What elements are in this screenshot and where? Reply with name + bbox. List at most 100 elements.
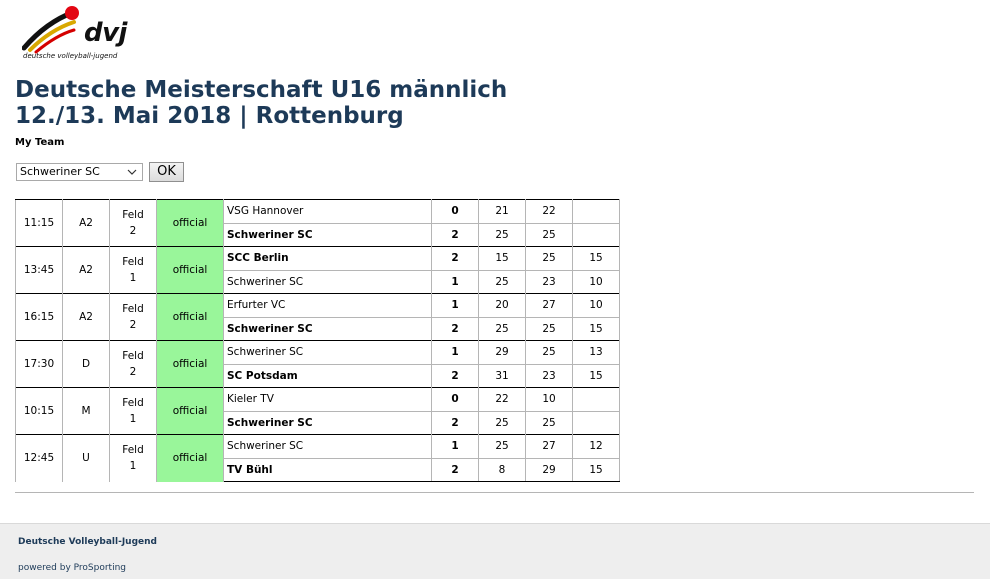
- set-score: 27: [525, 293, 573, 317]
- sets-won: 1: [431, 434, 479, 458]
- match-row: Schweriner SC 1 25 23 10: [16, 269, 620, 294]
- team-name: Schweriner SC: [223, 410, 432, 435]
- match-round: D: [62, 340, 110, 388]
- footer: Deutsche Volleyball-Jugend powered by Pr…: [0, 523, 990, 579]
- logo-wordmark: dvj: [84, 18, 127, 48]
- field-label: Feld: [122, 444, 144, 457]
- my-team-label: My Team: [15, 137, 65, 148]
- field-number: 1: [129, 413, 137, 425]
- sets-won: 1: [431, 269, 479, 294]
- chevron-down-icon: [127, 169, 137, 175]
- set-score: 31: [478, 363, 526, 388]
- footer-powered-by[interactable]: powered by ProSporting: [18, 563, 126, 573]
- team-name: Kieler TV: [223, 387, 432, 411]
- team-name: Erfurter VC: [223, 293, 432, 317]
- match-row: 17:30 D Feld 2 official Schweriner SC 1 29 25 13: [15, 340, 620, 388]
- match-row: TV Bühl 2 8 29 15: [16, 457, 620, 482]
- set-score: 25: [478, 434, 526, 458]
- match-row: Schweriner SC 2 25 25: [16, 410, 620, 435]
- set-score: 27: [525, 434, 573, 458]
- divider: [15, 492, 974, 493]
- team-name: Schweriner SC: [223, 340, 432, 364]
- status-badge: official: [156, 199, 224, 247]
- dvj-logo[interactable]: dvj deutsche volleyball-jugend: [21, 4, 132, 62]
- sets-won: 2: [431, 457, 479, 482]
- logo-subtitle: deutsche volleyball-jugend: [23, 52, 118, 60]
- field-number: 1: [129, 272, 137, 284]
- sets-won: 2: [431, 410, 479, 435]
- sets-won: 2: [431, 222, 479, 247]
- set-score: [572, 410, 620, 435]
- match-time: 11:15: [15, 199, 63, 247]
- match-row: 11:15 A2 Feld 2 official VSG Hannover 0 21 22: [15, 199, 620, 247]
- status-badge: official: [156, 293, 224, 341]
- match-row: 12:45 U Feld 1 official Schweriner SC 1 25 27 12: [15, 434, 620, 482]
- status-badge: official: [156, 434, 224, 482]
- team-name: TV Bühl: [223, 457, 432, 482]
- match-field: Feld 2: [109, 293, 157, 341]
- set-score: 20: [478, 293, 526, 317]
- match-round: A2: [62, 246, 110, 294]
- match-time: 10:15: [15, 387, 63, 435]
- set-score: 22: [525, 199, 573, 223]
- status-badge: official: [156, 387, 224, 435]
- team-select[interactable]: Schweriner SC: [16, 163, 143, 181]
- team-select-value: Schweriner SC: [20, 165, 100, 178]
- page-title: Deutsche Meisterschaft U16 männlich: [15, 77, 508, 103]
- set-score: 10: [525, 387, 573, 411]
- status-badge: official: [156, 246, 224, 294]
- field-label: Feld: [122, 209, 144, 221]
- set-score: [572, 387, 620, 411]
- match-row: Schweriner SC 2 25 25 15: [16, 316, 620, 341]
- field-label: Feld: [122, 397, 144, 409]
- field-label: Feld: [122, 303, 144, 315]
- match-round: A2: [62, 293, 110, 341]
- match-time: 17:30: [15, 340, 63, 388]
- set-score: 25: [478, 269, 526, 294]
- set-score: 8: [478, 457, 526, 482]
- match-round: A2: [62, 199, 110, 247]
- match-time: 12:45: [15, 434, 63, 482]
- team-name: Schweriner SC: [223, 434, 432, 458]
- volleyball-logo-icon: [21, 6, 79, 54]
- sets-won: 2: [431, 316, 479, 341]
- team-name: VSG Hannover: [223, 199, 432, 223]
- match-time: 16:15: [15, 293, 63, 341]
- set-score: 25: [525, 222, 573, 247]
- ok-button[interactable]: OK: [149, 162, 184, 182]
- set-score: 23: [525, 269, 573, 294]
- match-field: Feld 1: [109, 387, 157, 435]
- set-score: 23: [525, 363, 573, 388]
- match-row: SC Potsdam 2 31 23 15: [16, 363, 620, 388]
- field-label: Feld: [122, 256, 144, 268]
- set-score: 15: [572, 363, 620, 388]
- match-time: 13:45: [15, 246, 63, 294]
- set-score: 25: [525, 340, 573, 364]
- field-number: 1: [129, 460, 137, 473]
- field-label: Feld: [122, 350, 144, 362]
- sets-won: 1: [431, 340, 479, 364]
- team-name: Schweriner SC: [223, 316, 432, 341]
- set-score: 10: [572, 293, 620, 317]
- set-score: 10: [572, 269, 620, 294]
- set-score: 29: [478, 340, 526, 364]
- status-badge: official: [156, 340, 224, 388]
- sets-won: 0: [431, 387, 479, 411]
- team-name: Schweriner SC: [223, 222, 432, 247]
- page-subtitle: 12./13. Mai 2018 | Rottenburg: [15, 103, 404, 129]
- sets-won: 2: [431, 363, 479, 388]
- match-round: U: [62, 434, 110, 482]
- match-field: Feld 1: [109, 434, 157, 482]
- set-score: [572, 222, 620, 247]
- sets-won: 0: [431, 199, 479, 223]
- team-name: Schweriner SC: [223, 269, 432, 294]
- set-score: 25: [525, 410, 573, 435]
- set-score: 15: [478, 246, 526, 270]
- set-score: 15: [572, 246, 620, 270]
- sets-won: 2: [431, 246, 479, 270]
- set-score: 13: [572, 340, 620, 364]
- field-number: 2: [129, 319, 137, 331]
- team-name: SC Potsdam: [223, 363, 432, 388]
- set-score: 15: [572, 316, 620, 341]
- match-row: 10:15 M Feld 1 official Kieler TV 0 22 10: [15, 387, 620, 435]
